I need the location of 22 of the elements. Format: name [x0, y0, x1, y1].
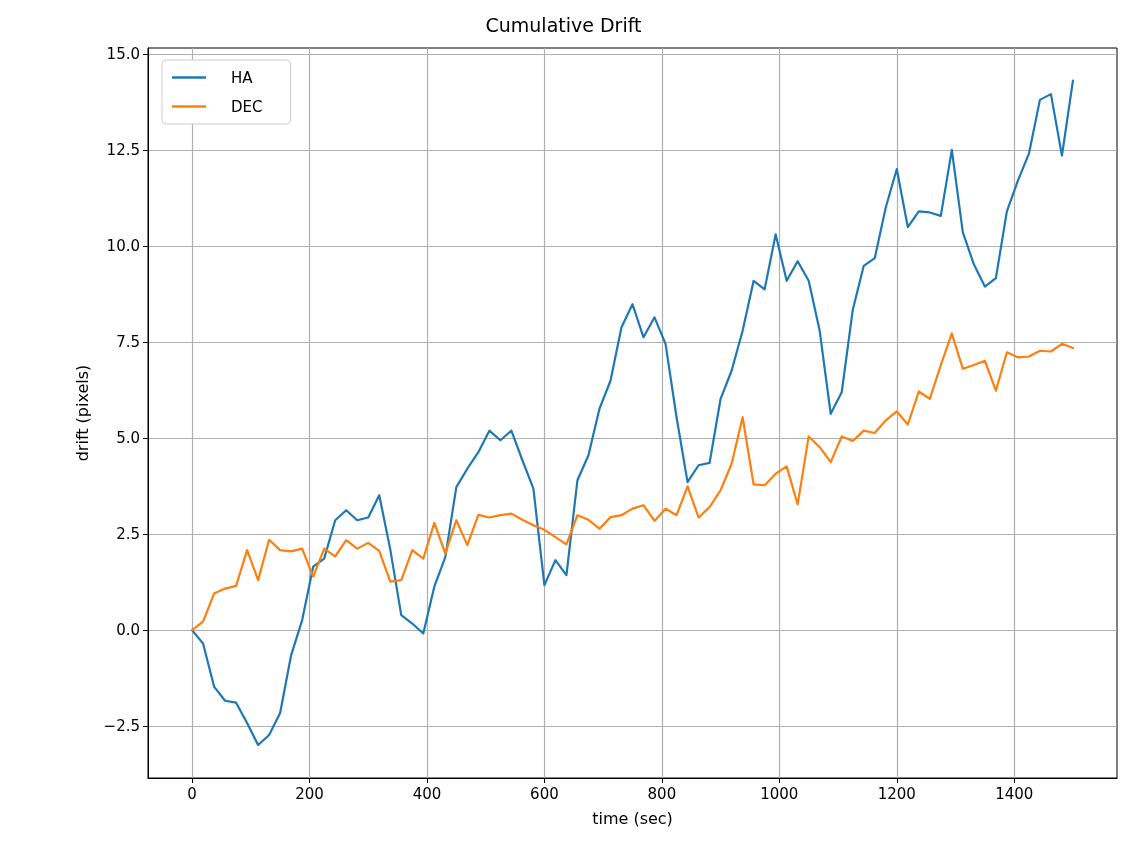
- y-tick-label: 7.5: [116, 332, 140, 351]
- y-tick-label: −2.5: [103, 717, 140, 736]
- y-tick-label: 12.5: [106, 140, 140, 159]
- x-tick-label: 0: [187, 784, 197, 803]
- y-axis-title: drift (pixels): [72, 364, 92, 462]
- x-tick-label: 600: [530, 784, 559, 803]
- y-tick-label: 10.0: [106, 236, 140, 255]
- x-axis-title: time (sec): [592, 808, 673, 828]
- x-tick-label: 1200: [877, 784, 916, 803]
- x-tick-label: 200: [295, 784, 324, 803]
- chart-title: Cumulative Drift: [485, 13, 642, 36]
- y-tick-label: 0.0: [116, 621, 140, 640]
- x-tick-label: 1000: [760, 784, 799, 803]
- x-tick-label: 1400: [995, 784, 1034, 803]
- x-tick-label: 800: [647, 784, 677, 803]
- legend-label: DEC: [231, 97, 263, 116]
- y-tick-label: 2.5: [116, 525, 140, 544]
- y-tick-label: 15.0: [106, 44, 140, 63]
- y-tick-label: 5.0: [116, 428, 140, 447]
- line-series: [190, 332, 1075, 632]
- legend-label: HA: [231, 68, 254, 87]
- x-tick-label: 400: [412, 784, 442, 803]
